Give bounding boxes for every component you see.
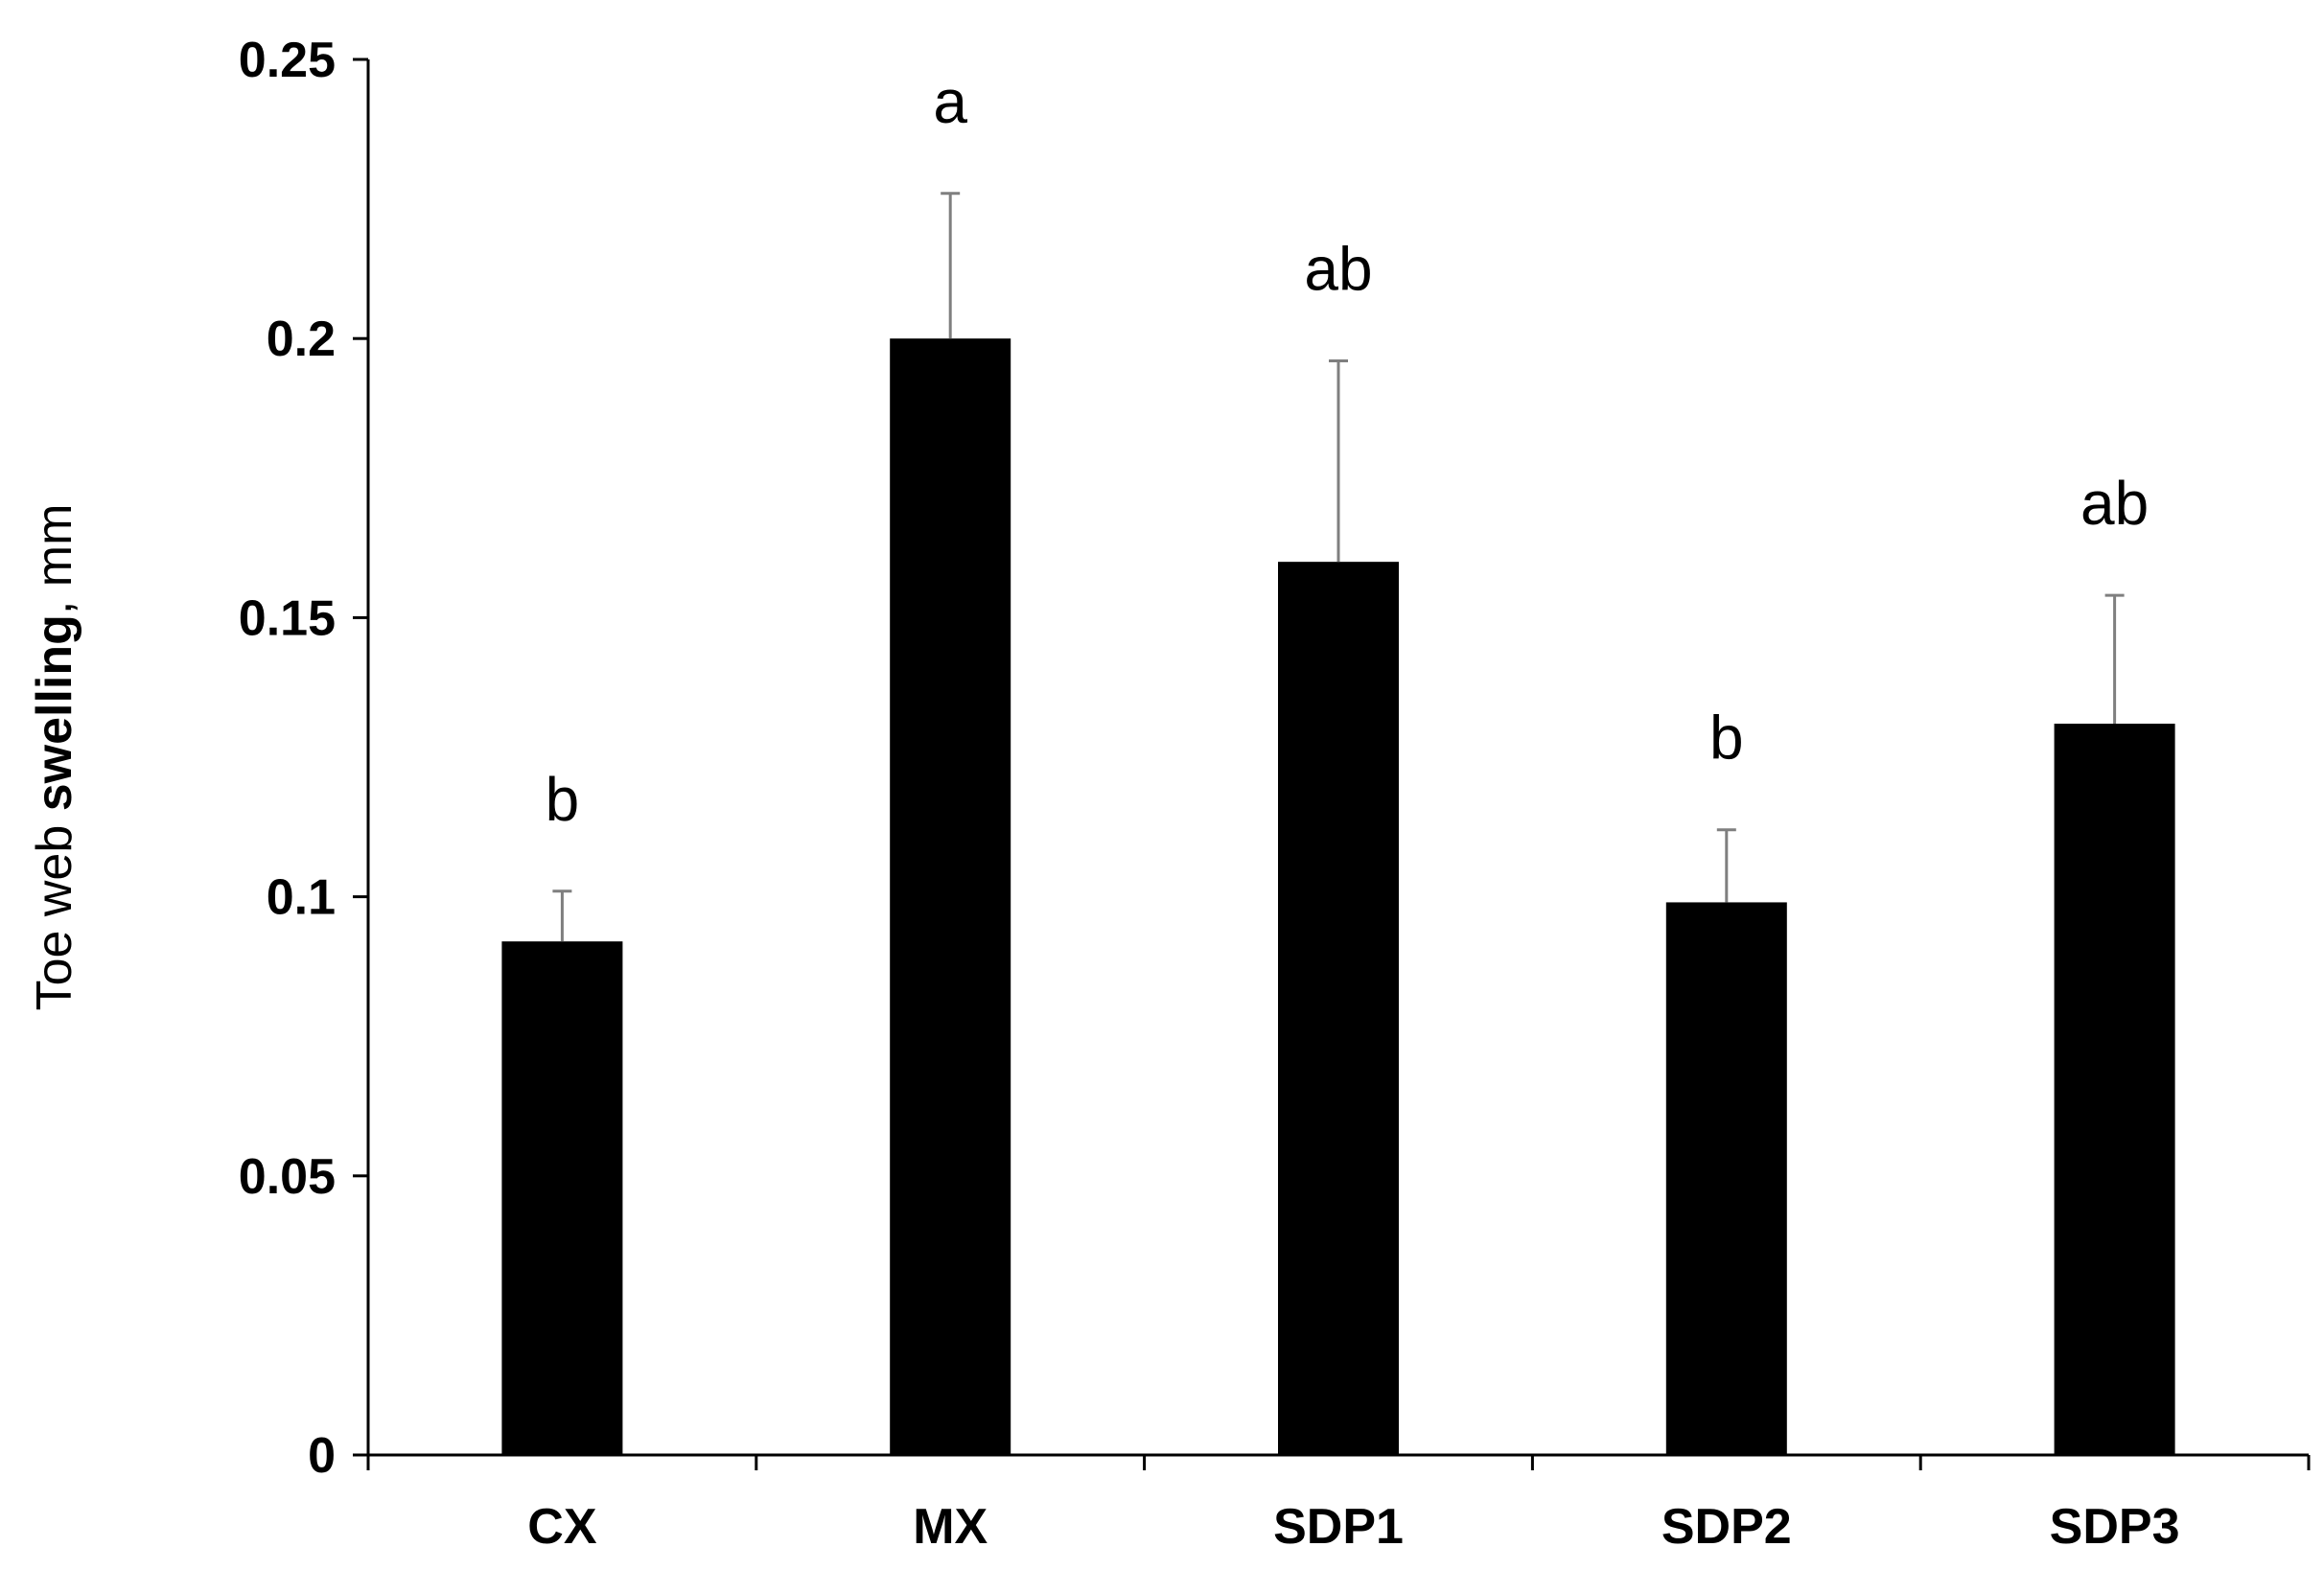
significance-label: ab [2080, 469, 2149, 538]
x-tick-label: SDP1 [1273, 1499, 1404, 1555]
significance-label: ab [1304, 234, 1372, 303]
y-tick-labels: 0 0.05 0.1 0.15 0.2 0.25 [239, 33, 336, 1484]
y-tick-label: 0.1 [267, 870, 336, 926]
x-tick-label: MX [913, 1499, 988, 1555]
x-tick-label: SDP3 [2050, 1499, 2180, 1555]
significance-label: b [546, 765, 580, 834]
y-tick-label: 0 [308, 1428, 336, 1484]
significance-label: b [1709, 704, 1744, 773]
bar [2054, 724, 2175, 1455]
bars [501, 338, 2175, 1456]
error-bars [552, 192, 2125, 942]
bar [1665, 902, 1787, 1455]
y-tick-label: 0.05 [239, 1149, 336, 1205]
y-axis-title-part: , mm [27, 504, 82, 615]
bar [890, 338, 1011, 1456]
y-axis-label: Toe web swelling, mm [27, 504, 82, 1011]
axes [353, 58, 2311, 1470]
x-tick-label: CX [527, 1499, 597, 1555]
x-tick-label: SDP2 [1662, 1499, 1792, 1555]
x-tick-labels: CX MX SDP1 SDP2 SDP3 [527, 1499, 2179, 1555]
y-tick-label: 0.15 [239, 590, 336, 646]
bar [1278, 562, 1399, 1455]
y-tick-label: 0.25 [239, 33, 336, 88]
y-axis-title: Toe web swelling, mm [27, 504, 82, 1011]
y-axis-title-part: swelling [27, 614, 82, 811]
y-tick-label: 0.2 [267, 312, 336, 367]
significance-labels: b a ab b ab [546, 67, 2150, 834]
bar [501, 941, 623, 1455]
significance-label: a [933, 67, 967, 136]
y-axis-title-part: Toe web [27, 811, 82, 1010]
